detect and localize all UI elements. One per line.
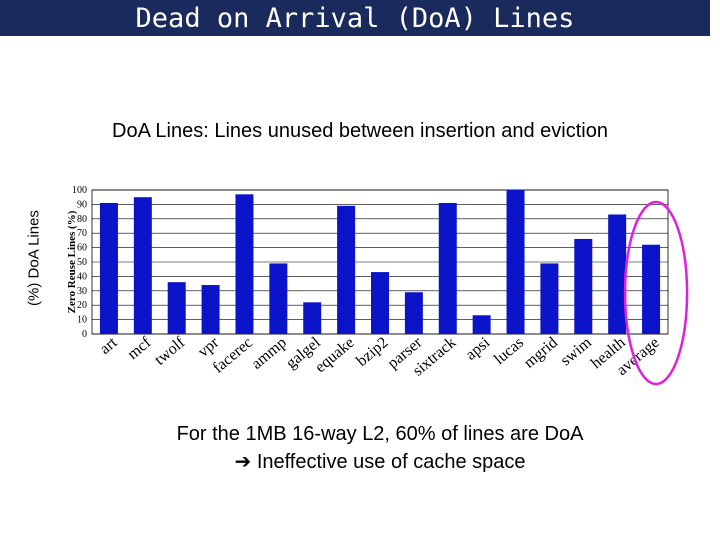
x-tick-label: mgrid bbox=[521, 334, 561, 372]
x-tick-label: equake bbox=[312, 334, 358, 376]
x-tick-label: ammp bbox=[248, 334, 290, 373]
y-tick-label: 40 bbox=[77, 271, 87, 282]
bar-chart: 0 10 20 30 40 50 60 70 80 90 100 Zero Reuse Lines (… bbox=[66, 185, 689, 386]
footer-line-1: For the 1MB 16-way L2, 60% of lines are … bbox=[176, 423, 584, 445]
x-tick-label: swim bbox=[557, 334, 595, 370]
bar-mgrid bbox=[540, 263, 559, 334]
footer-text: For the 1MB 16-way L2, 60% of lines are … bbox=[0, 420, 720, 476]
y-tick-label: 80 bbox=[77, 214, 87, 225]
bar-facerec bbox=[235, 194, 254, 334]
x-tick-label: twolf bbox=[151, 334, 188, 369]
bar-health bbox=[608, 214, 627, 334]
x-tick-label: mcf bbox=[124, 334, 154, 363]
bar-lucas bbox=[506, 190, 525, 334]
title-bar: Dead on Arrival (DoA) Lines bbox=[0, 0, 710, 36]
bar-mcf bbox=[133, 197, 152, 334]
bar-parser bbox=[404, 292, 423, 334]
bar-vpr bbox=[201, 285, 220, 334]
y-tick-label: 100 bbox=[72, 185, 87, 196]
footer-line-2-text: Ineffective use of cache space bbox=[256, 451, 526, 473]
y-tick-label: 60 bbox=[77, 243, 87, 254]
y-tick-label: 10 bbox=[77, 315, 87, 326]
arrow-icon: ➔ bbox=[234, 451, 252, 473]
x-tick-label: facerec bbox=[210, 334, 256, 377]
x-tick-label: bzip2 bbox=[353, 334, 391, 370]
bar-galgel bbox=[303, 302, 322, 334]
x-tick-label: art bbox=[97, 334, 121, 358]
slide-title: Dead on Arrival (DoA) Lines bbox=[135, 3, 575, 34]
y-tick-label: 0 bbox=[82, 329, 87, 340]
footer-line-2: ➔ Ineffective use of cache space bbox=[0, 448, 720, 476]
bar-equake bbox=[337, 205, 356, 334]
x-tick-label: lucas bbox=[491, 334, 527, 368]
y-tick-label: 30 bbox=[77, 286, 87, 297]
y-tick-label: 50 bbox=[77, 257, 87, 268]
bar-apsi bbox=[472, 315, 491, 334]
bar-average bbox=[642, 244, 661, 334]
bar-ammp bbox=[269, 263, 288, 334]
x-tick-label: apsi bbox=[463, 334, 494, 364]
y-tick-label: 70 bbox=[77, 228, 87, 239]
bar-art bbox=[99, 202, 118, 334]
y-tick-label: 20 bbox=[77, 300, 87, 311]
bar-twolf bbox=[167, 282, 186, 334]
bar-sixtrack bbox=[438, 202, 457, 334]
highlight-ellipse bbox=[623, 200, 689, 386]
y-tick-label: 90 bbox=[77, 199, 87, 210]
bar-bzip2 bbox=[371, 272, 389, 334]
slide-subtitle: DoA Lines: Lines unused between insertio… bbox=[112, 120, 608, 142]
y-axis-label: Zero Reuse Lines (%) bbox=[66, 210, 78, 313]
bar-swim bbox=[574, 238, 593, 334]
